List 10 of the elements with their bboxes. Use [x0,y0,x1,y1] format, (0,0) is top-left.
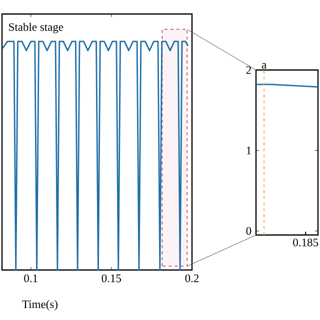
y-tick-label: 1 [246,146,251,154]
y-tick-label: 0 [246,227,252,235]
x-tick-label: 0.15 [102,274,122,282]
text: a [262,63,266,69]
text: 0.185 [293,238,318,246]
x-axis-title: Time(s) [22,300,58,310]
x-tick-label: 0.2 [185,274,199,282]
text: Stable stage [9,22,64,34]
x-tick-label: 0.1 [24,274,38,282]
y-tick-label: 2 [246,66,251,74]
